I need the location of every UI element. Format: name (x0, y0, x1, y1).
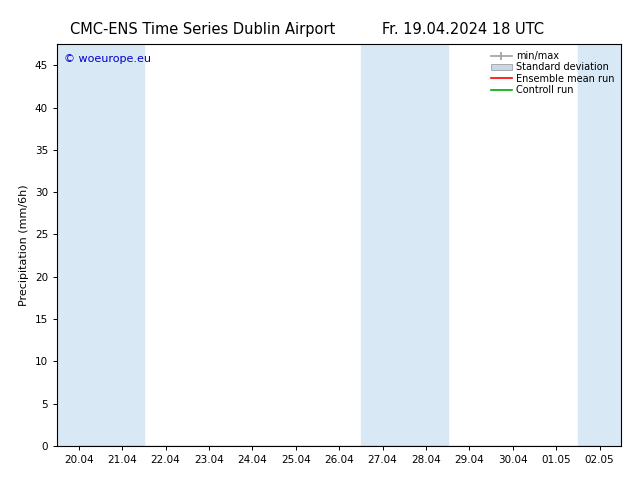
Bar (57, 44, 144, 446)
Bar (361, 44, 448, 446)
Text: Fr. 19.04.2024 18 UTC: Fr. 19.04.2024 18 UTC (382, 22, 544, 37)
Legend: min/max, Standard deviation, Ensemble mean run, Controll run: min/max, Standard deviation, Ensemble me… (489, 49, 616, 97)
Bar (578, 44, 621, 446)
Text: © woeurope.eu: © woeurope.eu (64, 54, 151, 64)
Text: CMC-ENS Time Series Dublin Airport: CMC-ENS Time Series Dublin Airport (70, 22, 335, 37)
Y-axis label: Precipitation (mm/6h): Precipitation (mm/6h) (19, 184, 29, 306)
